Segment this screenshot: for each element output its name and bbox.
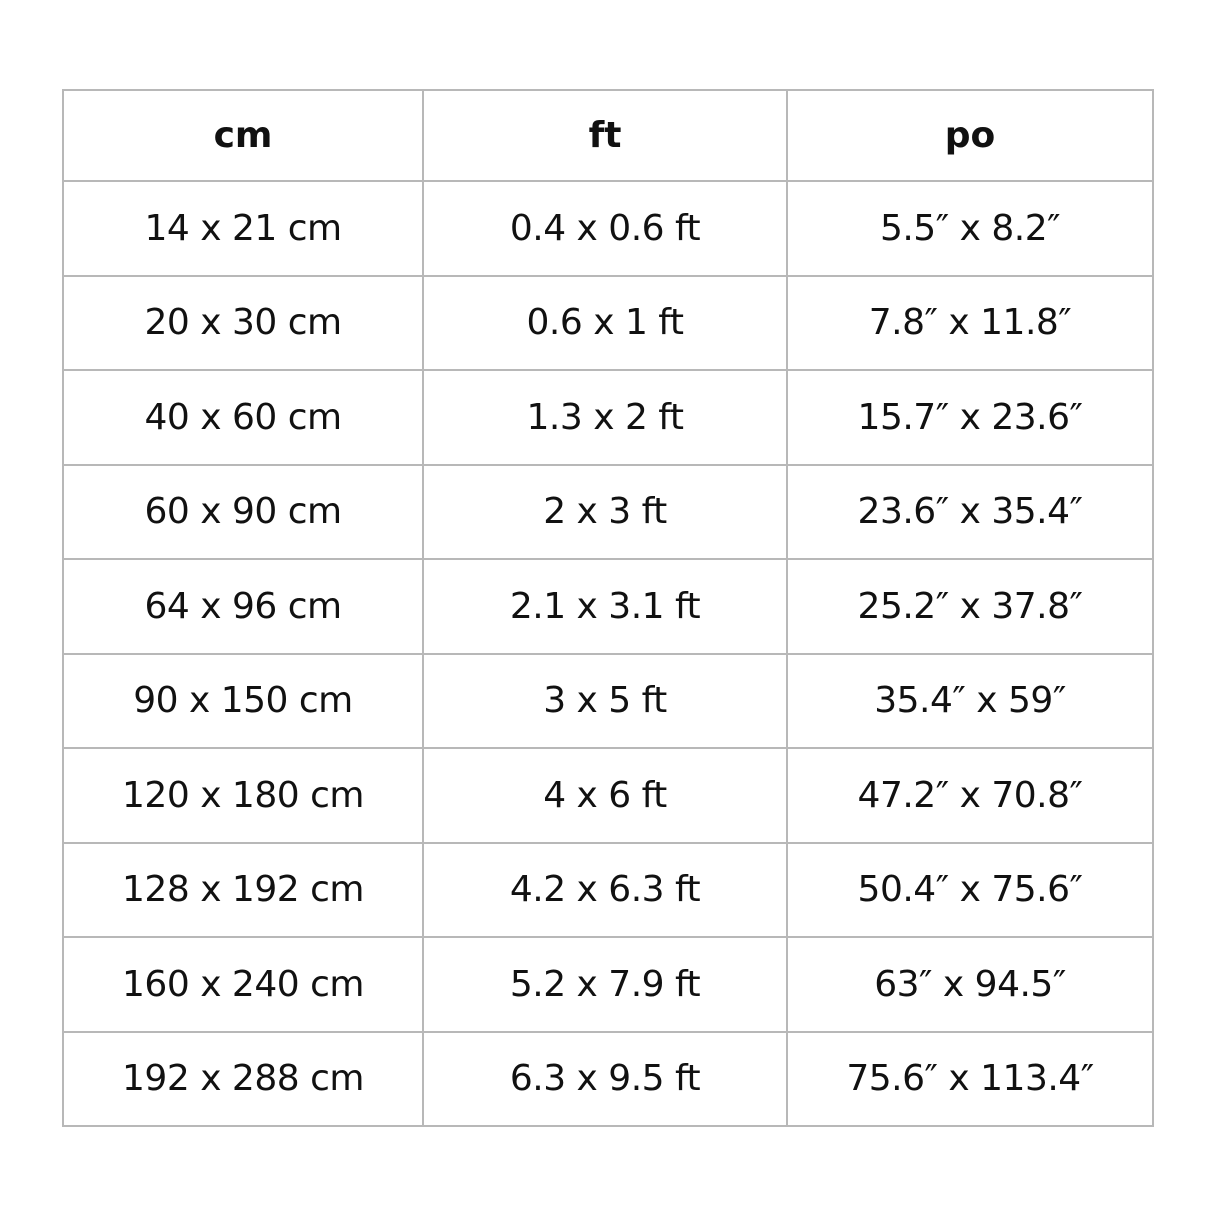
cell-po: 5.5″ x 8.2″ bbox=[786, 180, 1154, 277]
cell-po: 75.6″ x 113.4″ bbox=[786, 1030, 1154, 1127]
table-row: 40 x 60 cm 1.3 x 2 ft 15.7″ x 23.6″ bbox=[62, 369, 1154, 466]
cell-cm: 128 x 192 cm bbox=[62, 841, 424, 938]
cell-cm: 90 x 150 cm bbox=[62, 652, 424, 749]
cell-po: 47.2″ x 70.8″ bbox=[786, 747, 1154, 844]
cell-cm: 40 x 60 cm bbox=[62, 369, 424, 466]
cell-po: 63″ x 94.5″ bbox=[786, 936, 1154, 1033]
table-row: 160 x 240 cm 5.2 x 7.9 ft 63″ x 94.5″ bbox=[62, 936, 1154, 1033]
cell-cm: 160 x 240 cm bbox=[62, 936, 424, 1033]
header-ft: ft bbox=[422, 89, 788, 182]
cell-ft: 1.3 x 2 ft bbox=[422, 369, 788, 466]
table-row: 120 x 180 cm 4 x 6 ft 47.2″ x 70.8″ bbox=[62, 747, 1154, 844]
cell-po: 15.7″ x 23.6″ bbox=[786, 369, 1154, 466]
cell-ft: 2 x 3 ft bbox=[422, 463, 788, 560]
cell-po: 50.4″ x 75.6″ bbox=[786, 841, 1154, 938]
header-row: cm ft po bbox=[62, 89, 1154, 182]
cell-ft: 2.1 x 3.1 ft bbox=[422, 558, 788, 655]
cell-ft: 6.3 x 9.5 ft bbox=[422, 1030, 788, 1127]
table-row: 14 x 21 cm 0.4 x 0.6 ft 5.5″ x 8.2″ bbox=[62, 180, 1154, 277]
table-row: 60 x 90 cm 2 x 3 ft 23.6″ x 35.4″ bbox=[62, 463, 1154, 560]
table-row: 90 x 150 cm 3 x 5 ft 35.4″ x 59″ bbox=[62, 652, 1154, 749]
size-conversion-table: cm ft po 14 x 21 cm 0.4 x 0.6 ft 5.5″ x 8.… bbox=[62, 89, 1154, 1127]
cell-cm: 192 x 288 cm bbox=[62, 1030, 424, 1127]
cell-cm: 120 x 180 cm bbox=[62, 747, 424, 844]
table-row: 128 x 192 cm 4.2 x 6.3 ft 50.4″ x 75.6″ bbox=[62, 841, 1154, 938]
header-cm: cm bbox=[62, 89, 424, 182]
cell-cm: 14 x 21 cm bbox=[62, 180, 424, 277]
cell-po: 7.8″ x 11.8″ bbox=[786, 274, 1154, 371]
cell-po: 25.2″ x 37.8″ bbox=[786, 558, 1154, 655]
table-row: 64 x 96 cm 2.1 x 3.1 ft 25.2″ x 37.8″ bbox=[62, 558, 1154, 655]
table-row: 192 x 288 cm 6.3 x 9.5 ft 75.6″ x 113.4″ bbox=[62, 1030, 1154, 1127]
header-po: po bbox=[786, 89, 1154, 182]
cell-po: 23.6″ x 35.4″ bbox=[786, 463, 1154, 560]
cell-ft: 3 x 5 ft bbox=[422, 652, 788, 749]
cell-cm: 64 x 96 cm bbox=[62, 558, 424, 655]
cell-cm: 20 x 30 cm bbox=[62, 274, 424, 371]
cell-ft: 4 x 6 ft bbox=[422, 747, 788, 844]
cell-ft: 0.6 x 1 ft bbox=[422, 274, 788, 371]
cell-po: 35.4″ x 59″ bbox=[786, 652, 1154, 749]
cell-ft: 4.2 x 6.3 ft bbox=[422, 841, 788, 938]
table-row: 20 x 30 cm 0.6 x 1 ft 7.8″ x 11.8″ bbox=[62, 274, 1154, 371]
cell-cm: 60 x 90 cm bbox=[62, 463, 424, 560]
cell-ft: 5.2 x 7.9 ft bbox=[422, 936, 788, 1033]
cell-ft: 0.4 x 0.6 ft bbox=[422, 180, 788, 277]
